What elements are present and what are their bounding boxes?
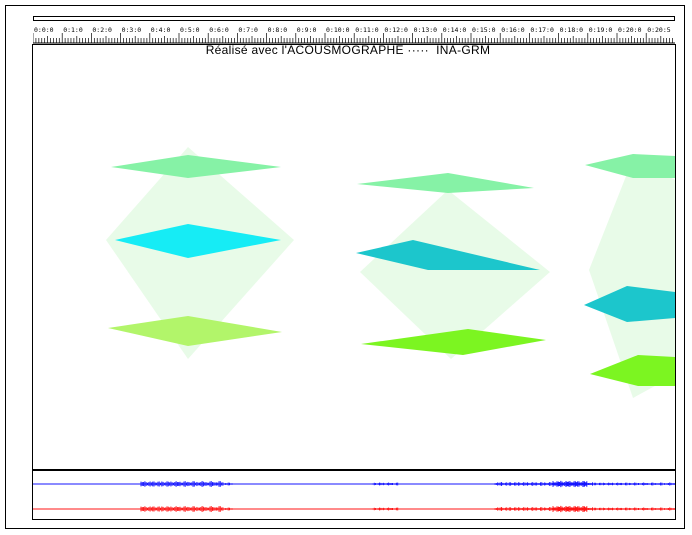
ruler-label: 0:19:0 [589,26,613,34]
waveform-panel[interactable] [33,471,675,519]
ruler-label: 0:16:0 [501,26,525,34]
sonogram-shapes[interactable] [33,60,675,405]
ruler-label: 0:8:0 [268,26,288,34]
credit-text: Réalisé avec l'ACOUSMOGRAPHE ····· INA-G… [205,43,491,57]
time-ruler[interactable]: 0:0:0 0:1:0 0:2:0 0:3:0 0:4:0 0:5:0 0:6:0 0:7:0… [33,22,675,46]
scroll-bar[interactable] [33,16,675,21]
sound-object-shape [356,240,540,270]
ruler-label: 0:7:0 [238,26,258,34]
sound-object-shape [590,355,675,386]
ruler-label: 0:2:0 [92,26,112,34]
sound-object-shape [111,155,281,178]
ruler-label: 0:20:5 [647,26,671,34]
ruler-label: 0:9:0 [297,26,317,34]
sound-object-shape [361,329,546,355]
sound-object-shape [108,316,282,346]
waveform-separator [32,469,676,471]
sound-object-halo [360,190,550,359]
ruler-label: 0:11:0 [355,26,379,34]
ruler-label: 0:1:0 [63,26,83,34]
ruler-label: 0:3:0 [122,26,142,34]
ruler-label: 0:5:0 [180,26,200,34]
window-frame [5,5,685,529]
sound-object-halo [589,156,675,398]
ruler-label: 0:0:0 [34,26,54,34]
ruler-label: 0:18:0 [560,26,584,34]
sonogram-canvas[interactable] [32,44,676,520]
ruler-label: 0:20:0 [618,26,642,34]
ruler-label: 0:17:0 [530,26,554,34]
ruler-label: 0:4:0 [151,26,171,34]
sound-object-shape [115,224,281,258]
ruler-label: 0:12:0 [384,26,408,34]
sound-object-shape [357,173,534,193]
ruler-label: 0:14:0 [443,26,467,34]
ruler-label: 0:15:0 [472,26,496,34]
ruler-label: 0:6:0 [209,26,229,34]
ruler-label: 0:13:0 [414,26,438,34]
sound-object-shape [585,154,675,178]
ruler-label: 0:10:0 [326,26,350,34]
sound-object-shape [584,286,675,322]
